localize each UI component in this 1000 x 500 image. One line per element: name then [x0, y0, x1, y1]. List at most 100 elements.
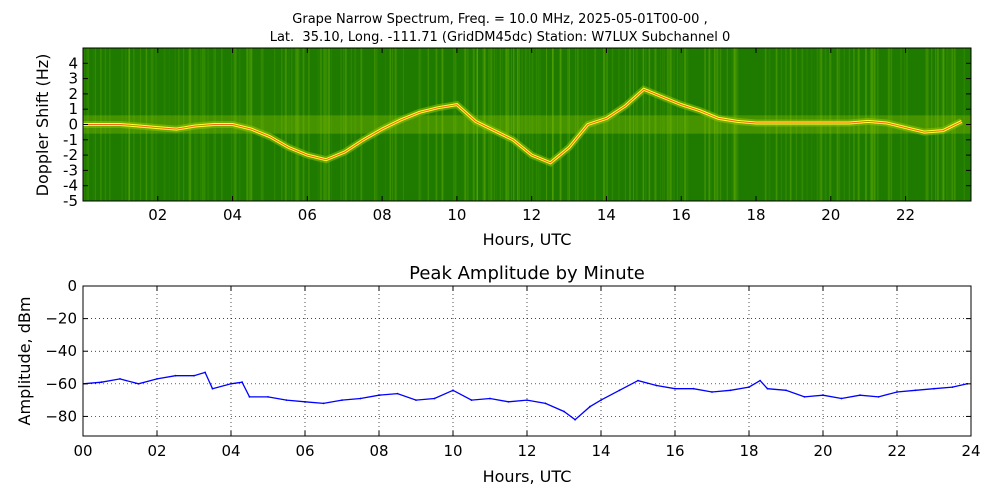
- spectrogram-texture-stripe: [546, 48, 547, 201]
- spectrogram-texture-stripe: [427, 48, 429, 201]
- spectrogram-texture-stripe: [298, 48, 300, 201]
- spectrogram-y-tick-label: 4: [68, 54, 78, 72]
- amplitude-point: [859, 394, 861, 397]
- spectrogram-texture-stripe: [635, 48, 637, 201]
- spectrogram-texture-stripe: [708, 48, 711, 201]
- spectrogram-texture-stripe: [350, 48, 352, 201]
- spectrogram-texture-stripe: [260, 48, 263, 201]
- amplitude-y-label: Amplitude, dBm: [15, 297, 34, 426]
- spectrogram-x-tick-label: 18: [746, 206, 765, 224]
- spectrogram-texture-stripe: [937, 48, 939, 201]
- spectrogram-texture-stripe: [946, 48, 948, 201]
- spectrogram-texture-stripe: [274, 48, 276, 201]
- amplitude-point: [600, 399, 602, 401]
- spectrogram-x-tick-label: 02: [148, 206, 167, 224]
- amplitude-point: [914, 389, 917, 392]
- spectrogram-texture-stripe: [360, 48, 363, 201]
- spectrogram-y-tick-label: 1: [68, 100, 78, 118]
- spectrogram-texture-stripe: [926, 48, 929, 201]
- spectrogram-texture-stripe: [629, 48, 631, 201]
- amplitude-point: [415, 399, 417, 401]
- spectrogram-texture-stripe: [664, 48, 665, 201]
- amplitude-point: [896, 391, 898, 393]
- spectrogram-texture-stripe: [642, 48, 644, 201]
- spectrogram-texture-stripe: [296, 48, 299, 201]
- spectrogram-texture-stripe: [319, 48, 322, 201]
- spectrogram-texture-stripe: [325, 48, 328, 201]
- spectrogram-texture-stripe: [709, 48, 712, 201]
- spectrogram-y-tick-label: -4: [63, 177, 78, 195]
- spectrogram-x-tick-label: 08: [373, 206, 392, 224]
- spectrogram-texture-stripe: [637, 48, 638, 201]
- spectrogram-texture-stripe: [420, 48, 422, 201]
- amplitude-point: [204, 371, 207, 374]
- spectrogram-texture-stripe: [946, 48, 948, 201]
- spectrogram-texture-stripe: [374, 48, 376, 201]
- spectrogram-texture-stripe: [506, 48, 508, 201]
- amplitude-point: [241, 381, 244, 384]
- spectrogram-texture-stripe: [644, 48, 646, 201]
- spectrogram-texture-stripe: [618, 48, 620, 201]
- spectrogram-texture-stripe: [435, 48, 438, 201]
- spectrogram-x-ticks: 02 04 06 08 10 12 14 16 18 20 22: [148, 48, 915, 224]
- spectrogram-texture-stripe: [642, 48, 645, 201]
- spectrogram-texture-stripe: [648, 48, 651, 201]
- spectrogram-texture-stripe: [673, 48, 675, 201]
- amplitude-x-tick-label: 16: [665, 442, 684, 460]
- spectrogram-texture-stripe: [505, 48, 508, 201]
- amplitude-y-tick-label: 0: [67, 277, 77, 295]
- amplitude-point: [489, 397, 491, 400]
- spectrogram-trace: [83, 85, 964, 167]
- amplitude-y-tick-label: −40: [45, 342, 77, 360]
- amplitude-plot: Peak Amplitude by Minute 00 02 04 06 08 10 12 1…: [15, 263, 981, 486]
- spectrogram-texture-stripe: [493, 48, 495, 201]
- amplitude-point: [933, 387, 935, 390]
- amplitude-point: [433, 397, 436, 400]
- amplitude-x-tick-label: 06: [295, 442, 314, 460]
- spectrogram-texture-stripe: [284, 48, 286, 201]
- amplitude-point: [396, 392, 399, 395]
- spectrogram-texture-stripe: [354, 48, 357, 201]
- spectrogram-texture-stripe: [291, 48, 293, 201]
- amplitude-point: [803, 396, 806, 398]
- spectrogram-x-tick-label: 16: [672, 206, 691, 224]
- spectrogram-texture-stripe: [467, 48, 469, 201]
- spectrogram-texture-stripe: [344, 48, 347, 201]
- amplitude-y-tick-label: −80: [45, 407, 77, 425]
- amplitude-background: [83, 286, 971, 436]
- spectrogram-texture-stripe: [517, 48, 519, 201]
- spectrogram-texture-stripe: [168, 48, 170, 201]
- amplitude-x-tick-label: 12: [517, 442, 536, 460]
- spectrogram-texture-stripe: [633, 48, 634, 201]
- spectrogram-texture-stripe: [668, 48, 669, 201]
- spectrogram-texture-stripe: [633, 48, 634, 201]
- spectrogram-texture-stripe: [518, 48, 520, 201]
- amplitude-point: [877, 396, 880, 398]
- spectrogram-texture-stripe: [559, 48, 562, 201]
- amplitude-point: [137, 382, 140, 385]
- spectrogram-texture-stripe: [524, 48, 527, 201]
- spectrogram-y-tick-label: -2: [63, 146, 78, 164]
- amplitude-point: [156, 378, 158, 380]
- spectrogram-texture-stripe: [935, 48, 937, 201]
- spectrogram-texture-stripe: [940, 48, 943, 201]
- spectrogram-texture-stripe: [577, 48, 579, 201]
- spectrogram-y-tick-label: 2: [68, 85, 78, 103]
- amplitude-point: [544, 402, 547, 405]
- spectrogram-texture-stripe: [645, 48, 647, 201]
- spectrogram-texture-stripe: [666, 48, 669, 201]
- spectrogram-texture-stripe: [527, 48, 529, 201]
- amplitude-point: [655, 384, 658, 387]
- spectrogram-texture-stripe: [559, 48, 562, 201]
- spectrogram-texture-stripe: [575, 48, 576, 201]
- amplitude-point: [267, 396, 269, 398]
- spectrogram-texture-stripe: [535, 48, 538, 201]
- amplitude-x-tick-label: 10: [443, 442, 462, 460]
- amplitude-x-tick-label: 24: [961, 442, 980, 460]
- amplitude-series: [83, 371, 969, 421]
- amplitude-point: [285, 399, 288, 401]
- spectrogram-texture-stripe: [325, 48, 326, 201]
- spectrogram-texture-stripe: [603, 48, 606, 201]
- spectrogram-texture-stripe: [606, 48, 608, 201]
